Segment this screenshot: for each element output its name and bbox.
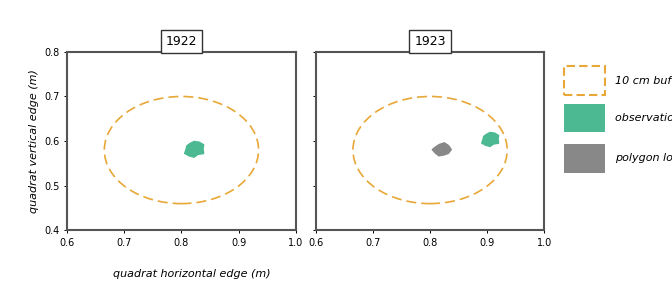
Title: 1922: 1922 (166, 35, 197, 48)
Text: 10 cm buffer: 10 cm buffer (615, 76, 672, 86)
Y-axis label: quadrat vertical edge (m): quadrat vertical edge (m) (29, 69, 38, 213)
Polygon shape (432, 143, 452, 156)
Polygon shape (482, 132, 499, 147)
Text: polygon location in previous year: polygon location in previous year (615, 154, 672, 163)
Text: observation from current year: observation from current year (615, 113, 672, 123)
Title: 1923: 1923 (415, 35, 446, 48)
Polygon shape (185, 141, 204, 157)
Text: quadrat horizontal edge (m): quadrat horizontal edge (m) (113, 269, 270, 279)
